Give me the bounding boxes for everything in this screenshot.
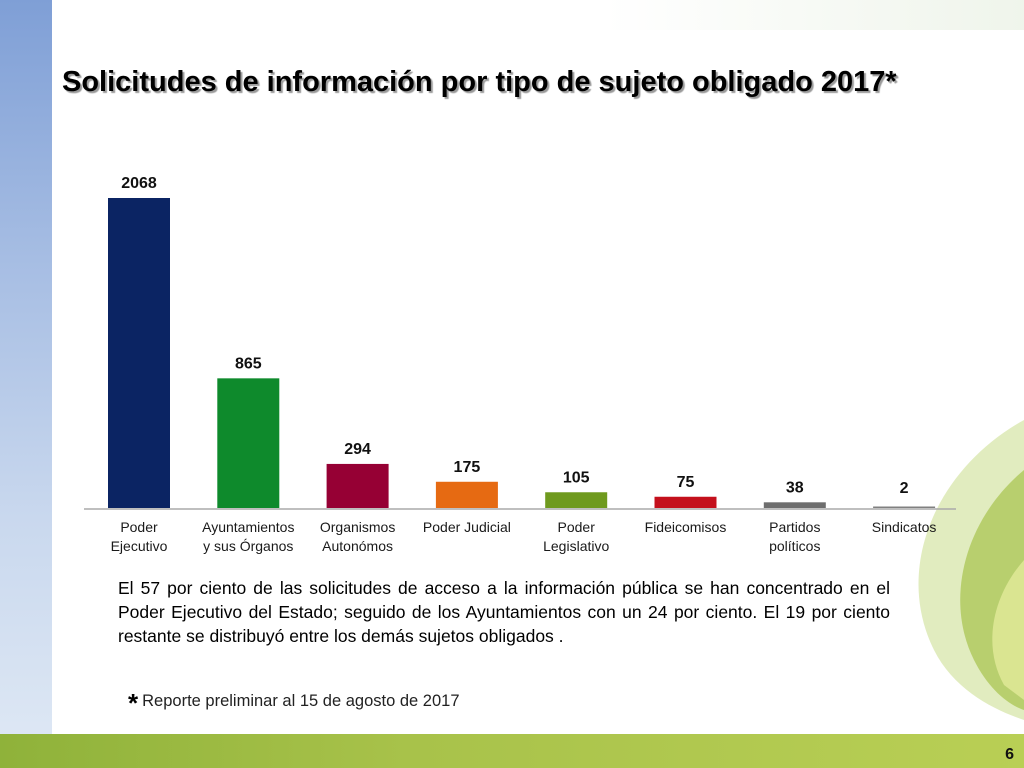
bar-3 <box>435 481 498 508</box>
x-tick-label-3-0: Poder Judicial <box>423 519 511 535</box>
bar-2 <box>326 463 389 508</box>
x-tick-label-4-1: Legislativo <box>543 538 609 554</box>
bar-7 <box>873 506 936 508</box>
bar-1 <box>217 378 280 508</box>
footnote-marker: * <box>128 688 139 718</box>
data-label-1: 865 <box>235 355 262 372</box>
x-tick-label-2-1: Autonómos <box>322 538 393 554</box>
x-tick-label-1-0: Ayuntamientos <box>202 519 294 535</box>
footnote-text: Reporte preliminar al 15 de agosto de 20… <box>142 692 460 710</box>
green-swoosh-icon <box>918 420 1024 720</box>
data-label-2: 294 <box>344 441 371 458</box>
left-decor-band <box>0 0 52 740</box>
top-decor-fade <box>604 0 1024 30</box>
page-number: 6 <box>1005 746 1014 763</box>
summary-paragraph: El 57 por ciento de las solicitudes de a… <box>118 578 890 646</box>
data-label-7: 2 <box>900 480 909 497</box>
data-label-3: 175 <box>454 459 481 476</box>
footnote: * Reporte preliminar al 15 de agosto de 2… <box>128 688 460 719</box>
bottom-decor-band <box>0 734 1024 768</box>
x-tick-label-0-1: Ejecutivo <box>111 538 168 554</box>
bar-4 <box>545 492 608 508</box>
data-label-4: 105 <box>563 469 590 486</box>
x-tick-label-0-0: Poder <box>120 519 158 535</box>
page-title: Solicitudes de información por tipo de s… <box>62 66 897 98</box>
data-label-6: 38 <box>786 479 804 496</box>
x-tick-label-2-0: Organismos <box>320 519 395 535</box>
x-tick-label-5-0: Fideicomisos <box>645 519 727 535</box>
x-tick-label-6-1: políticos <box>769 538 820 554</box>
x-tick-label-1-1: y sus Órganos <box>203 538 293 554</box>
bar-0 <box>108 198 170 508</box>
bar-5 <box>654 496 717 508</box>
bar-6 <box>763 502 826 508</box>
bar-chart: 2068 Poder Ejecutivo 865 Ayuntamientos y sus … <box>84 175 956 554</box>
x-tick-label-7-0: Sindicatos <box>872 519 937 535</box>
x-tick-label-6-0: Partidos <box>769 519 820 535</box>
x-tick-label-4-0: Poder <box>558 519 596 535</box>
data-label-5: 75 <box>677 474 695 491</box>
data-label-0: 2068 <box>121 175 157 192</box>
